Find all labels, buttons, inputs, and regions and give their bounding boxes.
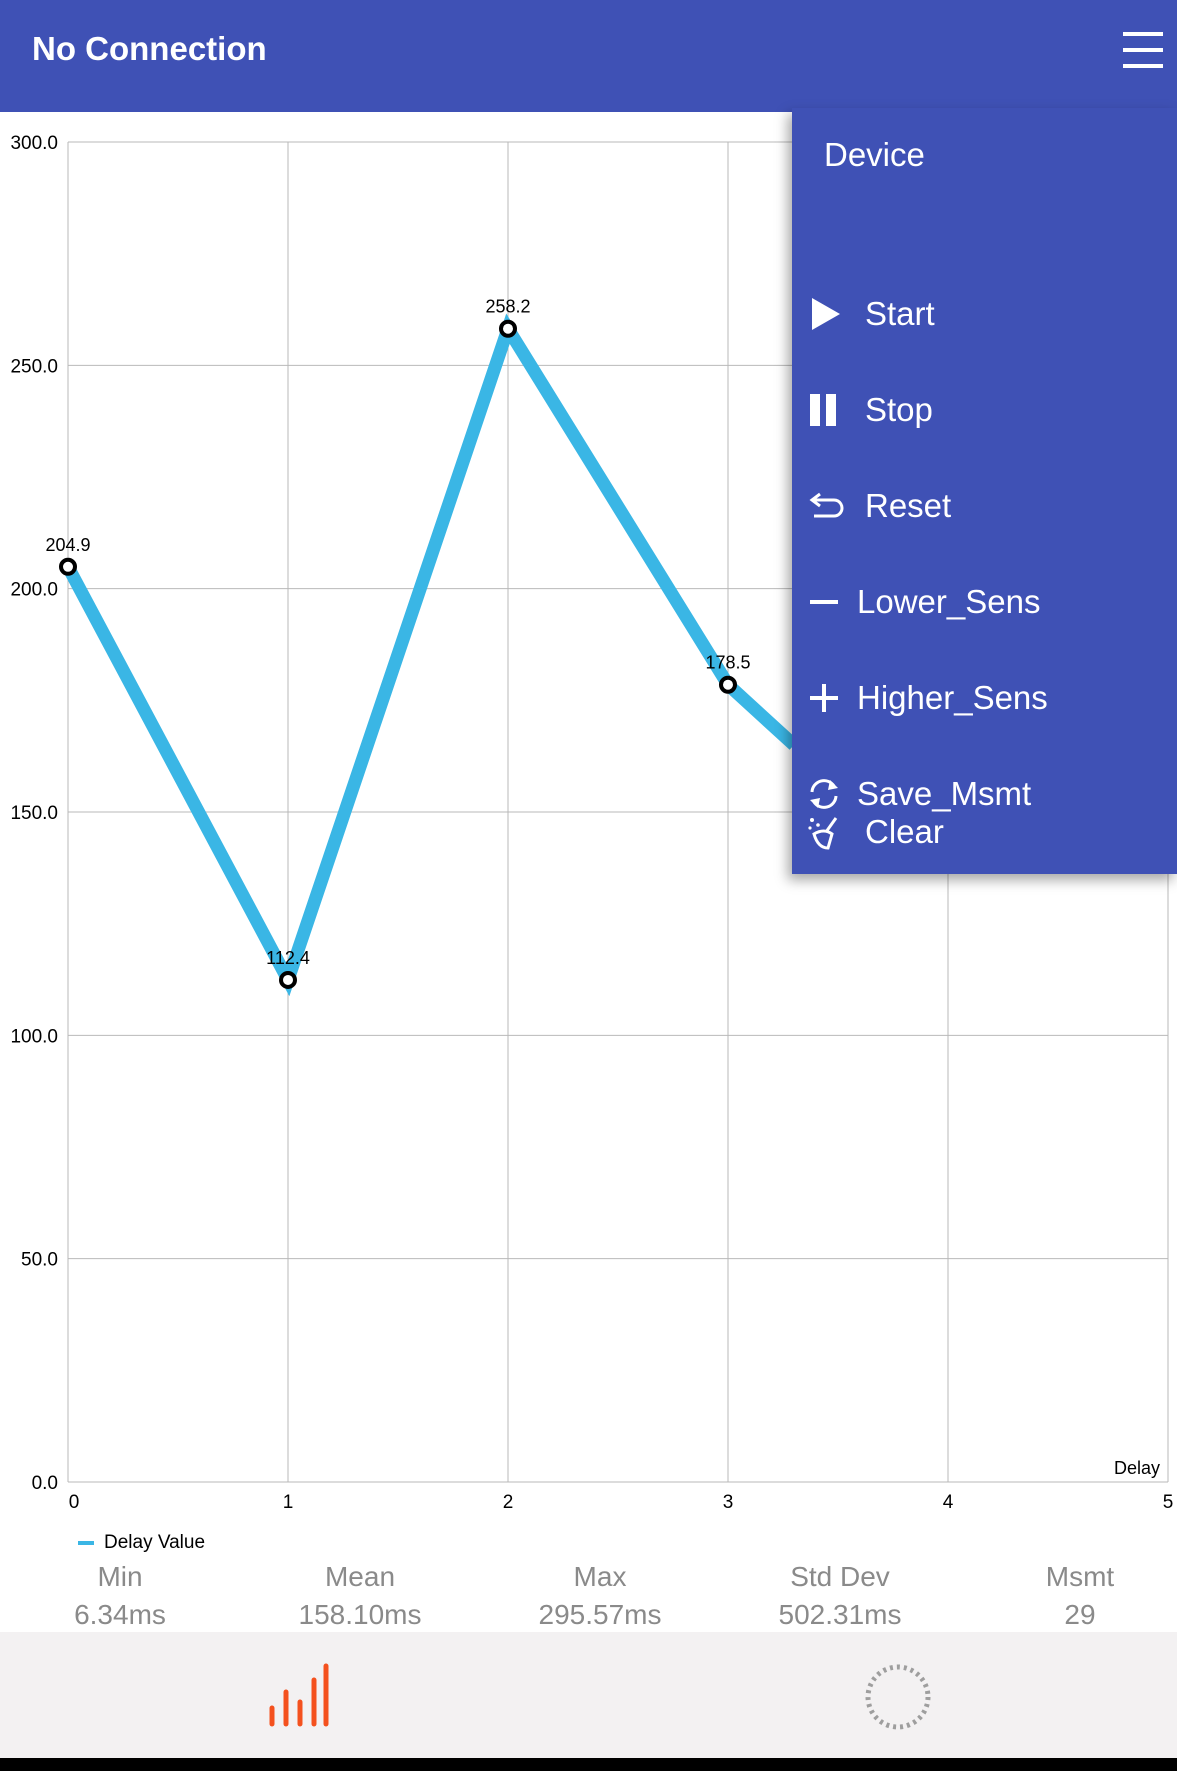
menu-item-label: Lower_Sens	[857, 583, 1041, 620]
data-label: 204.9	[45, 535, 90, 555]
data-point	[719, 675, 737, 694]
menu-item-start[interactable]: Start	[792, 266, 1177, 362]
stat-min: Min 6.34ms	[0, 1558, 240, 1634]
menu-header: Device	[824, 136, 925, 173]
menu-item-label: Stop	[865, 391, 933, 428]
stat-msmt-value: 29	[1064, 1599, 1096, 1630]
y-tick-label: 50.0	[21, 1250, 58, 1271]
menu-item-higher-sens[interactable]: Higher_Sens	[792, 650, 1177, 746]
stat-max: Max 295.57ms	[480, 1558, 720, 1634]
data-point	[499, 319, 517, 338]
x-tick-label: 1	[283, 1492, 294, 1513]
stat-std-dev-label: Std Dev	[790, 1561, 890, 1592]
stat-min-value: 6.34ms	[74, 1599, 166, 1630]
menu-item-label: Start	[865, 295, 935, 332]
play-icon	[806, 296, 842, 332]
stat-min-label: Min	[97, 1561, 143, 1592]
y-tick-label: 100.0	[10, 1026, 58, 1047]
menu-item-lower-sens[interactable]: Lower_Sens	[792, 554, 1177, 650]
y-tick-label: 0.0	[32, 1473, 58, 1494]
menu-item-save-msmt[interactable]: Save_Msmt	[792, 746, 1177, 842]
stat-msmt: Msmt 29	[960, 1558, 1177, 1634]
menu-item-label: Reset	[865, 487, 952, 524]
x-tick-label: 2	[503, 1492, 514, 1513]
data-point	[279, 970, 297, 989]
reset-arrow-icon	[806, 488, 844, 524]
bottom-navigation	[0, 1632, 1177, 1758]
connection-status-title: No Connection	[32, 30, 267, 67]
broom-icon	[806, 814, 842, 850]
stat-mean: Mean 158.10ms	[240, 1558, 480, 1634]
bar-chart-icon[interactable]	[262, 1662, 332, 1728]
device-menu: Device Start Stop Reset Lower_Sens Hig	[792, 108, 1177, 874]
data-label: 178.5	[705, 653, 750, 673]
menu-item-reset[interactable]: Reset	[792, 458, 1177, 554]
menu-item-stop[interactable]: Stop	[792, 362, 1177, 458]
stat-mean-value: 158.10ms	[298, 1599, 422, 1630]
loading-circle-icon[interactable]	[863, 1662, 933, 1732]
hamburger-menu-icon[interactable]	[1119, 26, 1165, 74]
x-axis-label: Delay	[1114, 1458, 1160, 1478]
stat-std-dev: Std Dev 502.31ms	[720, 1558, 960, 1634]
pause-icon	[806, 392, 842, 428]
x-tick-label: 5	[1163, 1492, 1174, 1513]
menu-item-clear[interactable]: Clear	[792, 813, 1177, 874]
menu-item-label: Higher_Sens	[857, 679, 1048, 716]
legend-label: Delay Value	[104, 1532, 206, 1553]
menu-item-label: Save_Msmt	[857, 775, 1032, 812]
plus-icon	[806, 680, 842, 716]
y-tick-label: 300.0	[10, 133, 58, 154]
y-tick-label: 250.0	[10, 356, 58, 377]
statistics-row: Min 6.34ms Mean 158.10ms Max 295.57ms St…	[0, 1558, 1177, 1632]
x-tick-label: 0	[69, 1492, 80, 1513]
stat-mean-label: Mean	[324, 1561, 396, 1592]
system-bar	[0, 1758, 1177, 1771]
stat-max-value: 295.57ms	[538, 1599, 662, 1630]
data-label: 258.2	[485, 297, 530, 317]
stat-msmt-label: Msmt	[1045, 1561, 1115, 1592]
x-tick-label: 3	[723, 1492, 734, 1513]
x-tick-label: 4	[943, 1492, 954, 1513]
legend-swatch	[78, 1541, 94, 1545]
stat-std-dev-value: 502.31ms	[778, 1599, 902, 1630]
chart-legend: Delay Value	[78, 1532, 205, 1554]
stat-max-label: Max	[573, 1561, 627, 1592]
app-bar: No Connection	[0, 0, 1177, 112]
sync-icon	[806, 776, 842, 812]
y-tick-label: 200.0	[10, 580, 58, 601]
data-label: 112.4	[266, 948, 310, 968]
series-line	[62, 313, 799, 997]
data-point	[59, 557, 77, 576]
menu-item-label: Clear	[865, 813, 944, 850]
minus-icon	[806, 584, 842, 620]
y-tick-label: 150.0	[10, 803, 58, 824]
